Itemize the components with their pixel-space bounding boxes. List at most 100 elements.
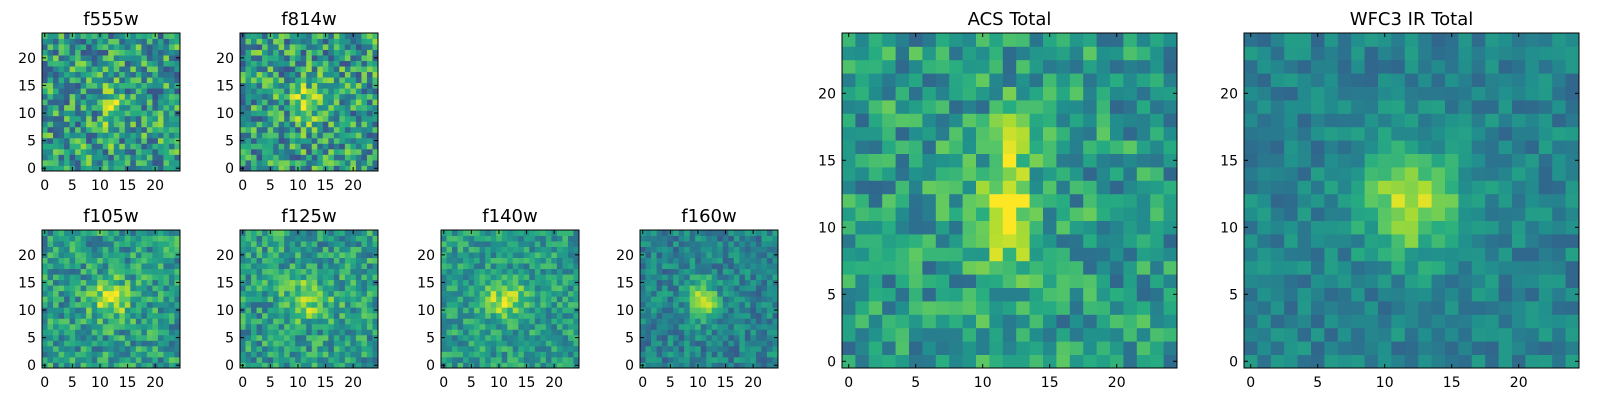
heatmap-cell: [322, 71, 329, 78]
heatmap-cell: [108, 257, 115, 264]
heatmap-cell: [64, 71, 70, 78]
heatmap-cell: [108, 115, 115, 122]
heatmap-cell: [882, 287, 896, 302]
heatmap-cell: [372, 285, 379, 292]
heatmap-cell: [733, 290, 740, 297]
heatmap-cell: [479, 329, 486, 336]
heatmap-cell: [322, 77, 329, 84]
heatmap-cell: [1110, 193, 1124, 208]
heatmap-cell: [706, 301, 713, 308]
heatmap-cell: [855, 167, 870, 181]
heatmap-cell: [267, 143, 274, 150]
heatmap-cell: [1458, 247, 1473, 262]
heatmap-cell: [695, 285, 702, 292]
heatmap-cell: [700, 279, 707, 286]
heatmap-cell: [91, 356, 98, 363]
heatmap-cell: [240, 99, 246, 106]
heatmap-cell: [300, 268, 307, 275]
heatmap-cell: [47, 159, 54, 166]
heatmap-cell: [333, 93, 340, 100]
heatmap-cell: [75, 296, 82, 303]
heatmap-cell: [1083, 354, 1097, 369]
heatmap-cell: [53, 279, 59, 286]
heatmap-cell: [1163, 86, 1178, 101]
heatmap-cell: [645, 268, 652, 275]
heatmap-cell: [678, 230, 685, 236]
heatmap-cell: [300, 77, 307, 84]
heatmap-cell: [119, 279, 126, 286]
heatmap-cell: [640, 345, 646, 352]
heatmap-cell: [772, 290, 779, 297]
heatmap-cell: [245, 356, 252, 363]
heatmap-cell: [295, 323, 302, 330]
heatmap-cell: [273, 334, 280, 341]
heatmap-cell: [361, 104, 368, 111]
heatmap-cell: [262, 340, 268, 347]
heatmap-cell: [174, 351, 181, 358]
heatmap-cell: [355, 340, 362, 347]
heatmap-cell: [534, 285, 541, 292]
heatmap-cell: [141, 340, 148, 347]
heatmap-cell: [58, 88, 65, 95]
heatmap-cell: [168, 104, 175, 111]
heatmap-cell: [761, 362, 768, 369]
heatmap-cell: [744, 285, 751, 292]
heatmap-cell: [1270, 180, 1285, 195]
heatmap-cell: [75, 246, 82, 253]
heatmap-cell: [361, 246, 368, 253]
heatmap-cell: [1351, 153, 1365, 168]
heatmap-cell: [91, 312, 98, 319]
heatmap-cell: [651, 301, 657, 308]
heatmap-cell: [135, 143, 142, 150]
heatmap-cell: [300, 356, 307, 363]
heatmap-cell: [372, 345, 379, 352]
heatmap-cell: [1002, 140, 1017, 154]
heatmap-cell: [53, 93, 59, 100]
heatmap-cell: [124, 356, 131, 363]
heatmap-cell: [501, 329, 508, 336]
heatmap-cell: [146, 165, 153, 172]
heatmap-cell: [311, 351, 318, 358]
heatmap-cell: [97, 257, 104, 264]
heatmap-cell: [361, 55, 368, 61]
heatmap-cell: [333, 44, 340, 50]
heatmap-cell: [64, 257, 70, 264]
heatmap-cell: [141, 301, 148, 308]
heatmap-cell: [339, 49, 346, 56]
heatmap-cell: [306, 318, 313, 325]
heatmap-cell: [152, 263, 159, 270]
heatmap-cell: [744, 257, 751, 264]
heatmap-cell: [124, 55, 131, 61]
heatmap-cell: [1378, 341, 1392, 355]
heatmap-cell: [245, 143, 252, 150]
heatmap-cell: [174, 115, 181, 122]
heatmap-cell: [157, 279, 164, 286]
heatmap-cell: [146, 60, 153, 67]
axes-frame: [239, 229, 379, 369]
heatmap-cell: [306, 132, 313, 139]
heatmap-cell: [512, 362, 519, 369]
heatmap-cell: [295, 66, 302, 73]
heatmap-cell: [47, 235, 54, 242]
heatmap-cell: [366, 143, 373, 150]
heatmap-cell: [42, 268, 48, 275]
heatmap-cell: [507, 296, 514, 303]
heatmap-cell: [64, 230, 70, 236]
heatmap-cell: [80, 143, 87, 150]
heatmap-cell: [1351, 287, 1365, 302]
heatmap-cell: [1244, 274, 1258, 288]
heatmap-cell: [339, 110, 346, 117]
heatmap-cell: [689, 351, 696, 358]
heatmap-cell: [842, 140, 856, 154]
heatmap-cell: [1123, 354, 1138, 369]
heatmap-cell: [1297, 193, 1312, 208]
heatmap-cell: [75, 307, 82, 314]
heatmap-cell: [1069, 207, 1084, 221]
heatmap-cell: [766, 257, 773, 264]
heatmap-cell: [289, 110, 296, 117]
heatmap-cell: [267, 82, 274, 89]
heatmap-cell: [545, 268, 552, 275]
heatmap-cell: [949, 314, 963, 329]
heatmap-cell: [240, 274, 246, 281]
heatmap-cell: [245, 279, 252, 286]
